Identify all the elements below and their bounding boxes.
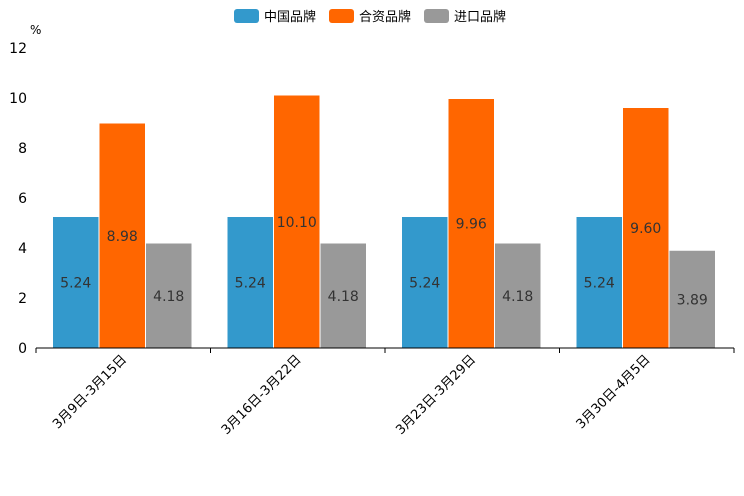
x-axis-labels: 3月9日-3月15日 3月16日-3月22日 3月23日-3月29日 3月30日-4月… xyxy=(50,352,653,438)
bar-data-label: 5.24 xyxy=(235,276,266,292)
y-tick-label: 2 xyxy=(18,291,27,307)
bar xyxy=(53,217,99,348)
bar-data-label: 9.96 xyxy=(456,217,487,233)
y-tick-label: 0 xyxy=(18,341,27,357)
bar-data-label: 9.60 xyxy=(630,221,661,237)
y-tick-label: 4 xyxy=(18,241,27,257)
bar-data-label: 8.98 xyxy=(107,229,138,245)
legend-swatch xyxy=(424,9,449,23)
bar-data-label: 5.24 xyxy=(409,276,440,292)
y-axis-unit-label: % xyxy=(30,23,41,37)
bar xyxy=(623,108,669,348)
legend-item: 中国品牌 xyxy=(234,9,316,25)
bar-data-label: 3.89 xyxy=(677,292,708,308)
legend-label: 合资品牌 xyxy=(359,9,411,25)
y-tick-label: 6 xyxy=(18,191,27,207)
bar xyxy=(402,217,448,348)
y-tick-label: 10 xyxy=(9,91,27,107)
legend-swatch xyxy=(234,9,259,23)
data-labels: 5.24 8.98 4.18 5.24 10.10 4.18 5.24 9.96 4.18 5.2… xyxy=(60,215,708,309)
y-tick-label: 12 xyxy=(9,41,27,57)
bar xyxy=(320,243,366,348)
bar xyxy=(495,243,541,348)
bar xyxy=(576,217,622,348)
legend-label: 中国品牌 xyxy=(264,9,316,25)
x-category-label: 3月30日-4月5日 xyxy=(574,352,654,432)
y-tick-label: 8 xyxy=(18,141,27,157)
bar-data-label: 5.24 xyxy=(584,276,615,292)
bar xyxy=(274,95,320,348)
y-axis-ticks: 0 2 4 6 8 10 12 xyxy=(9,41,27,357)
legend-item: 进口品牌 xyxy=(424,9,506,25)
bar xyxy=(669,250,715,348)
x-category-label: 3月23日-3月29日 xyxy=(393,352,479,438)
legend-swatch xyxy=(329,9,354,23)
bar xyxy=(448,99,494,348)
bar-data-label: 4.18 xyxy=(502,289,533,305)
legend-item: 合资品牌 xyxy=(329,9,411,25)
bar-data-label: 4.18 xyxy=(153,289,184,305)
bar xyxy=(99,123,145,348)
bar xyxy=(146,243,192,348)
legend: 中国品牌 合资品牌 进口品牌 xyxy=(234,9,506,25)
bar-data-label: 5.24 xyxy=(60,276,91,292)
x-category-label: 3月9日-3月15日 xyxy=(50,352,130,432)
bar xyxy=(227,217,273,348)
bars xyxy=(53,95,715,348)
bar-data-label: 4.18 xyxy=(328,289,359,305)
bar-data-label: 10.10 xyxy=(277,215,317,231)
x-category-label: 3月16日-3月22日 xyxy=(219,352,305,438)
legend-label: 进口品牌 xyxy=(454,9,506,25)
x-axis-ticks xyxy=(35,348,735,353)
